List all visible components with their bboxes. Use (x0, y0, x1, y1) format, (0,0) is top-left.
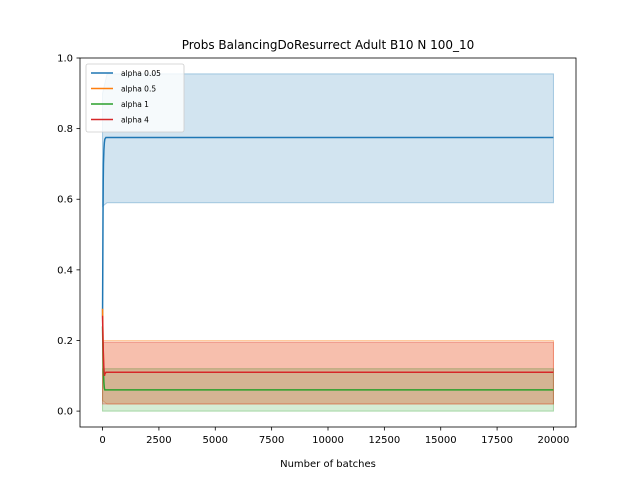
x-tick-label: 7500 (259, 435, 284, 446)
series-lines (101, 136, 554, 391)
x-axis-label: Number of batches (280, 459, 376, 470)
legend-label-2: alpha 1 (121, 100, 149, 109)
x-tick-label: 15000 (425, 435, 457, 446)
legend-box (85, 63, 185, 133)
x-axis: 0 2500 5000 7500 10000 12500 15000 17500 20000 (99, 427, 569, 446)
y-axis: 0.0 0.2 0.4 0.6 0.8 1.0 (57, 54, 80, 418)
x-tick-label: 12500 (368, 435, 400, 446)
y-tick-label: 0.2 (57, 336, 73, 347)
y-tick-label: 0.8 (57, 124, 73, 135)
x-tick-label: 5000 (203, 435, 228, 446)
y-tick-label: 0.6 (57, 195, 73, 206)
chart-title: Probs BalancingDoResurrect Adult B10 N 1… (182, 38, 475, 52)
y-tick-label: 0.4 (57, 265, 73, 276)
x-tick-label: 20000 (538, 435, 570, 446)
band-series-3 (102, 341, 554, 405)
legend-label-0: alpha 0.05 (121, 69, 161, 78)
x-tick-label: 17500 (481, 435, 513, 446)
legend-label-3: alpha 4 (121, 116, 149, 125)
legend-label-1: alpha 0.5 (121, 85, 156, 94)
line-series-0 (101, 136, 554, 316)
y-tick-label: 0.0 (57, 407, 73, 418)
legend: alpha 0.05 alpha 0.5 alpha 1 alpha 4 (85, 63, 185, 133)
x-tick-label: 0 (99, 435, 105, 446)
x-tick-label: 2500 (146, 435, 171, 446)
y-tick-label: 1.0 (57, 54, 73, 65)
x-tick-label: 10000 (312, 435, 344, 446)
line-series-3 (101, 315, 554, 376)
